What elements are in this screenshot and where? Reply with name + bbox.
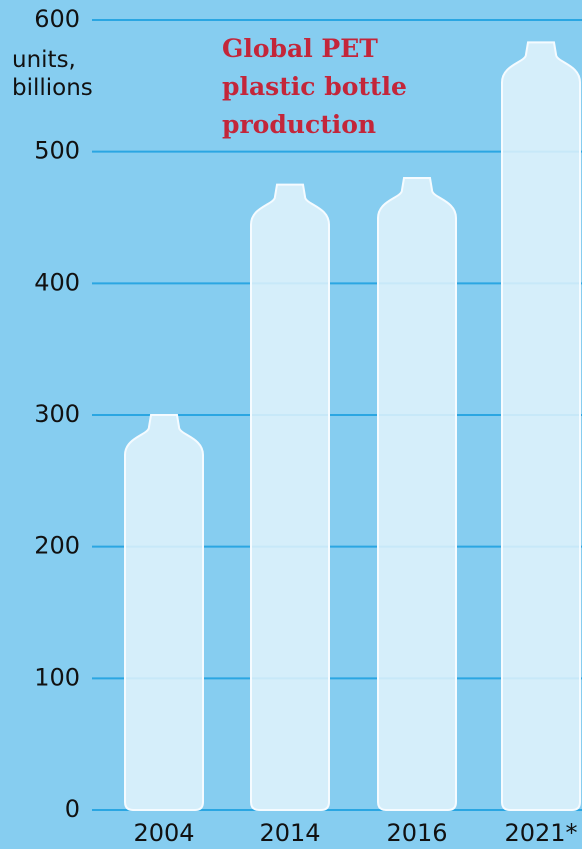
- chart-title: Global PET plastic bottle production: [222, 30, 472, 144]
- x-tick-label: 2016: [386, 819, 447, 847]
- y-tick-label: 0: [65, 795, 80, 823]
- y-tick-label: 300: [34, 400, 80, 428]
- y-tick-label: 600: [34, 5, 80, 33]
- x-tick-label: 2021*: [504, 819, 577, 847]
- bottle-bar: [125, 415, 203, 810]
- y-tick-label: 100: [34, 663, 80, 691]
- bottle-bar: [251, 185, 329, 810]
- y-axis-label: units, billions: [12, 46, 122, 102]
- chart: 0 100 200 300 400 500 600 2004 2014 2016 2021* uni…: [0, 0, 582, 849]
- bottle-bar: [378, 178, 456, 810]
- x-tick-label: 2014: [259, 819, 320, 847]
- y-tick-label: 500: [34, 137, 80, 165]
- x-tick-label: 2004: [133, 819, 194, 847]
- y-tick-label: 400: [34, 268, 80, 296]
- bottle-bar: [502, 42, 580, 810]
- y-tick-label: 200: [34, 532, 80, 560]
